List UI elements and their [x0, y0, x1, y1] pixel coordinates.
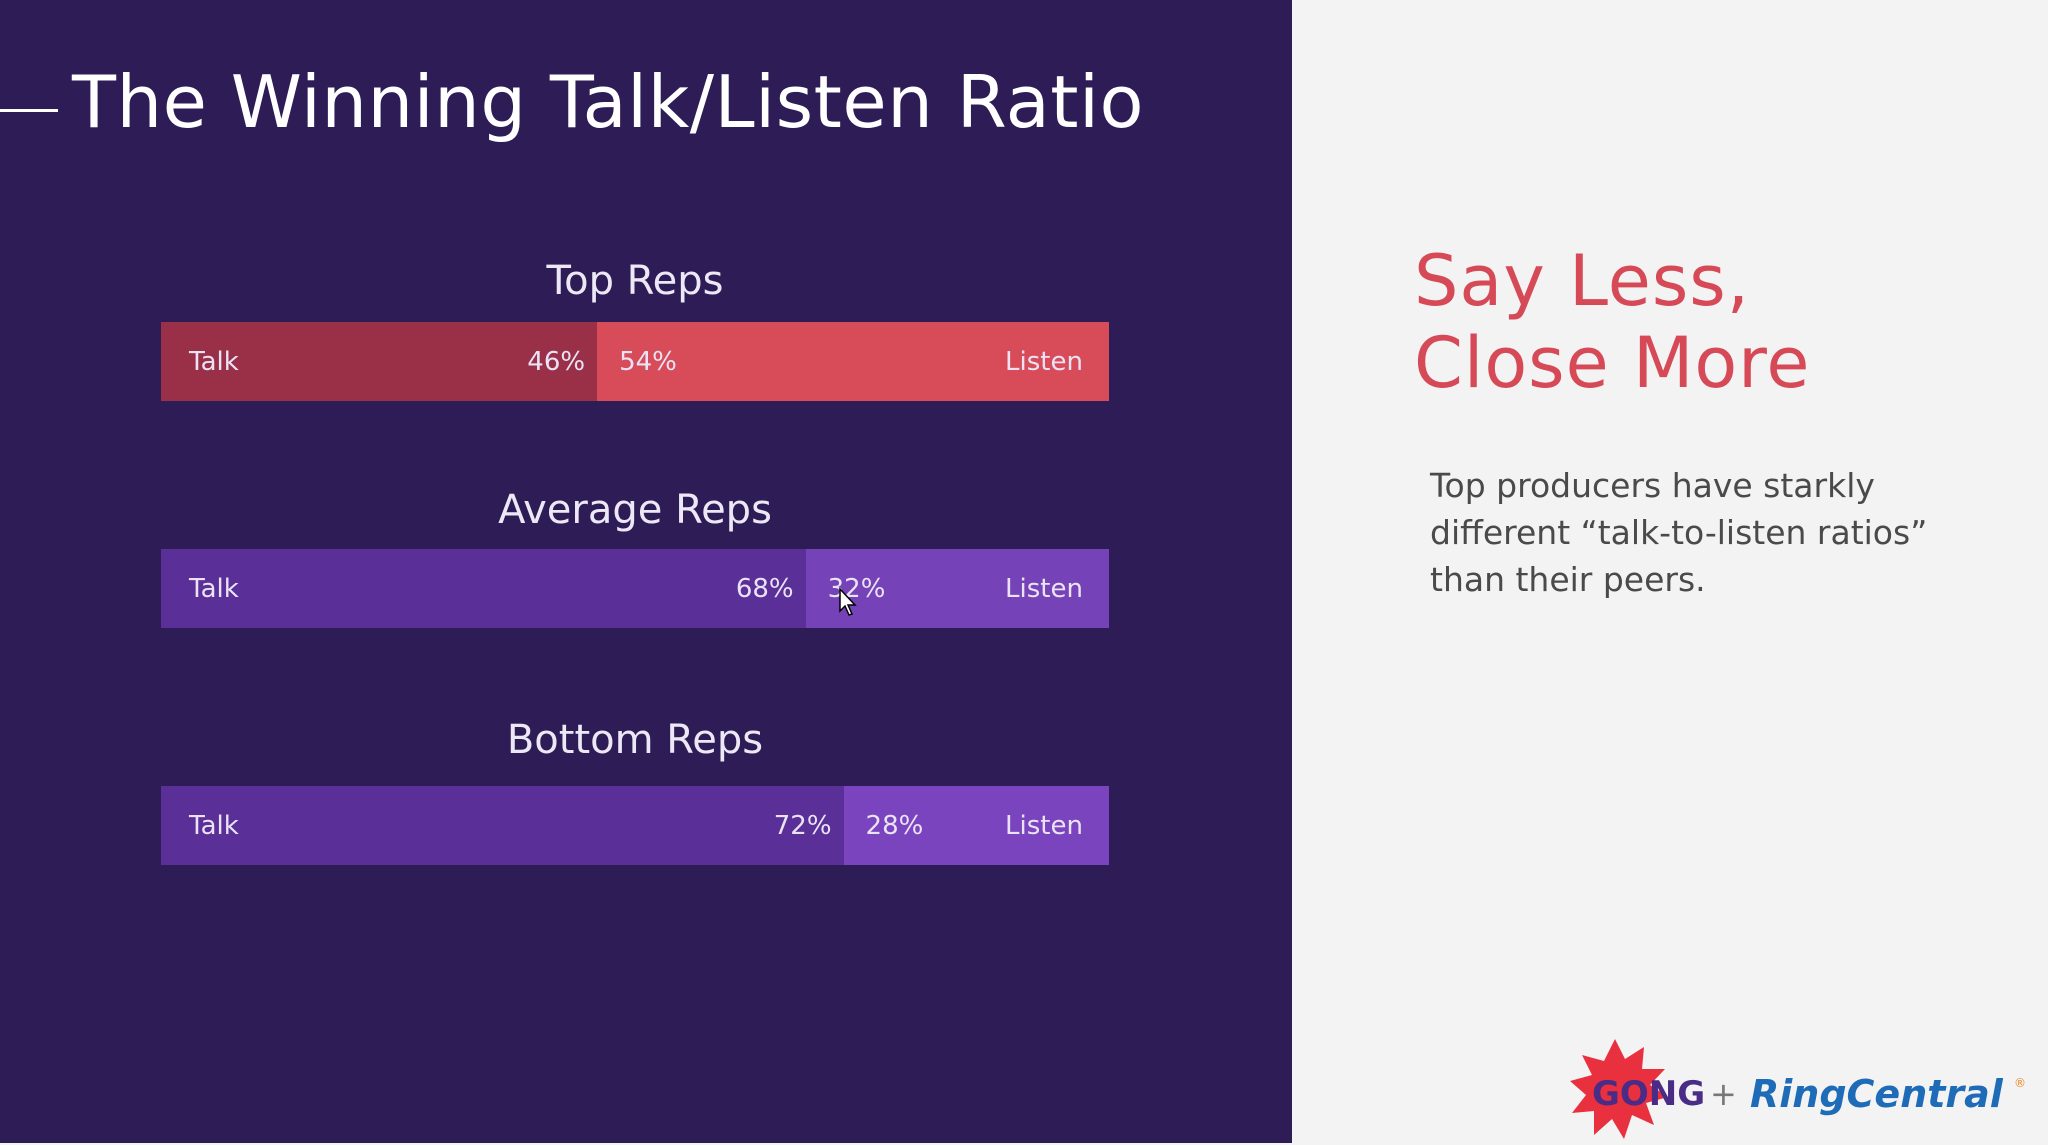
segment-average-talk: Talk 68%: [161, 549, 806, 628]
ringcentral-registered-mark: ®: [2014, 1076, 2026, 1090]
title-dash: [0, 109, 58, 112]
segment-label-talk: Talk: [189, 346, 239, 377]
partner-logos: GONG + RingCentral ®: [1570, 1039, 2026, 1139]
group-label-average: Average Reps: [498, 487, 772, 533]
description-text: Top producers have starkly different “ta…: [1430, 466, 1928, 599]
segment-label-listen: Listen: [1005, 346, 1083, 377]
bar-bottom: Talk 72% Listen 28%: [161, 786, 1109, 865]
gong-burst-icon: [1570, 1039, 1668, 1139]
value-label-top-talk: 46%: [527, 346, 586, 377]
mouse-cursor-icon: [839, 587, 857, 616]
segment-label-talk: Talk: [189, 810, 239, 841]
segment-bottom-talk: Talk 72%: [161, 786, 844, 865]
segment-label-listen: Listen: [1005, 573, 1083, 604]
headline-line-2: Close More: [1414, 322, 1811, 404]
logo-plus: +: [1710, 1075, 1737, 1113]
segment-label-listen: Listen: [1005, 810, 1083, 841]
value-label-average-talk: 68%: [735, 573, 794, 604]
ringcentral-logo-text: RingCentral: [1750, 1072, 2004, 1116]
segment-average-listen: Listen 32%: [805, 549, 1109, 628]
text-panel: [1292, 0, 2048, 1143]
gong-logo-text: GONG: [1592, 1074, 1705, 1114]
value-label-bottom-talk: 72%: [773, 810, 832, 841]
chart-panel: The Winning Talk/Listen Ratio Top Reps Ta…: [0, 0, 1292, 1143]
bar-average: Talk 68% Listen 32%: [161, 549, 1109, 628]
value-label-average-listen: 32%: [827, 573, 886, 604]
value-label-top-listen: 54%: [619, 346, 677, 377]
bar-top: Talk 46% Listen 54%: [161, 322, 1109, 401]
headline: Say Less, Close More: [1414, 240, 1810, 404]
segment-top-talk: Talk 46%: [161, 322, 598, 401]
segment-label-talk: Talk: [189, 573, 239, 604]
group-label-top: Top Reps: [546, 258, 724, 304]
group-label-bottom: Bottom Reps: [506, 717, 764, 763]
slide-title: The Winning Talk/Listen Ratio: [72, 60, 1145, 144]
headline-line-1: Say Less,: [1414, 240, 1751, 322]
value-label-bottom-listen: 28%: [865, 810, 924, 841]
segment-top-listen: Listen 54%: [597, 322, 1109, 401]
segment-bottom-listen: Listen 28%: [843, 786, 1109, 865]
